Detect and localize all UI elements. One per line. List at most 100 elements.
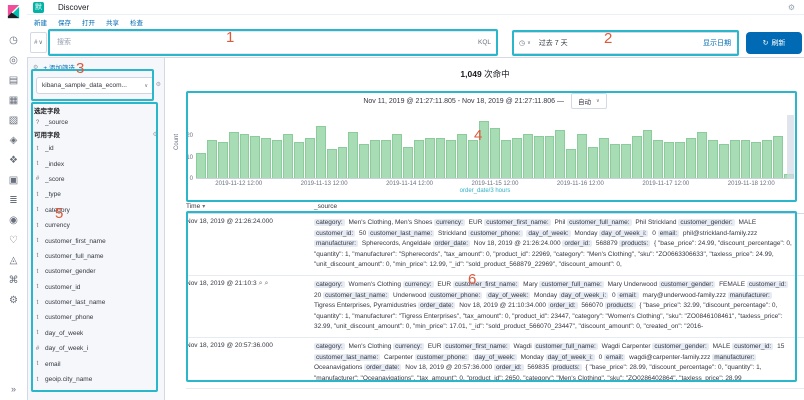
histogram-bar[interactable] — [773, 136, 784, 178]
index-pattern-gear-icon[interactable]: ⚙ — [155, 82, 161, 88]
field-item-_id[interactable]: t _id — [34, 141, 160, 156]
histogram-bar[interactable] — [577, 133, 588, 178]
clock-icon[interactable]: ◷ — [519, 40, 526, 47]
histogram-bar[interactable] — [326, 148, 337, 178]
add-filter-link[interactable]: + 添加筛选 — [43, 65, 75, 72]
histogram-bar[interactable] — [217, 142, 228, 178]
histogram-bar[interactable] — [446, 140, 457, 178]
logs-icon[interactable]: ≣ — [9, 195, 18, 206]
histogram-bar[interactable] — [620, 144, 631, 178]
menu-item-share[interactable]: 共享 — [106, 19, 119, 27]
field-item-customer_id[interactable]: t customer_id — [34, 280, 160, 295]
histogram-bar[interactable] — [457, 133, 468, 178]
menu-item-open[interactable]: 打开 — [82, 19, 95, 27]
index-pattern-select[interactable]: kibana_sample_data_ecom... ∨ — [36, 77, 154, 94]
machine-learning-icon[interactable]: ❖ — [9, 155, 18, 166]
menu-item-new[interactable]: 新建 — [34, 19, 47, 27]
field-item-customer_first_name[interactable]: t customer_first_name — [34, 233, 160, 248]
show-dates-button[interactable]: 显示日期 — [703, 40, 731, 47]
field-item-_source[interactable]: ? _source — [34, 115, 160, 130]
time-column-header[interactable]: Time ▾ — [186, 203, 314, 210]
field-item-category[interactable]: t category — [34, 203, 160, 218]
histogram-bar[interactable] — [413, 140, 424, 178]
magnifier-icon[interactable]: ⌕ — [258, 279, 263, 287]
histogram-bar[interactable] — [740, 140, 751, 178]
field-item-customer_phone[interactable]: t customer_phone — [34, 310, 160, 325]
histogram-bar[interactable] — [511, 138, 522, 178]
histogram-bar[interactable] — [337, 146, 348, 178]
field-settings-gear-icon[interactable]: ⚙ — [152, 131, 158, 138]
header-settings-icon[interactable]: ⚙ — [787, 2, 795, 12]
field-item-customer_full_name[interactable]: t customer_full_name — [34, 249, 160, 264]
histogram-bar[interactable] — [675, 142, 686, 178]
histogram-bar[interactable] — [315, 125, 326, 178]
histogram-bar[interactable] — [250, 136, 261, 178]
collapse-nav-icon[interactable]: » — [10, 384, 16, 394]
apm-icon[interactable]: ◉ — [9, 215, 18, 226]
histogram-bar[interactable] — [522, 133, 533, 178]
histogram-bar[interactable] — [653, 140, 664, 178]
canvas-icon[interactable]: ▧ — [8, 115, 19, 126]
histogram-bar[interactable] — [762, 140, 773, 178]
histogram-bar[interactable] — [533, 136, 544, 178]
kibana-logo[interactable] — [6, 4, 21, 19]
management-icon[interactable]: ⚙ — [9, 295, 18, 306]
refresh-button[interactable]: ↻ 刷新 — [746, 32, 802, 54]
field-item-_index[interactable]: t _index — [34, 156, 160, 171]
histogram-bar[interactable] — [686, 138, 696, 178]
saved-query-menu-button[interactable]: # ∨ — [30, 32, 47, 53]
histogram-bar[interactable] — [631, 136, 642, 178]
histogram-bar[interactable] — [751, 142, 762, 178]
dashboard-icon[interactable]: ▦ — [8, 95, 19, 106]
histogram-bar[interactable] — [196, 152, 206, 178]
field-item-_score[interactable]: # _score — [34, 172, 160, 187]
histogram-bar[interactable] — [729, 140, 740, 178]
histogram-bar[interactable] — [261, 138, 272, 178]
recently-viewed-icon[interactable]: ◷ — [9, 35, 18, 46]
histogram-bar[interactable] — [370, 140, 381, 178]
histogram-bar[interactable] — [707, 140, 718, 178]
field-item-email[interactable]: t email — [34, 356, 160, 371]
histogram-bar[interactable] — [283, 133, 294, 178]
interval-select[interactable]: 自动 ∨ — [570, 93, 607, 109]
field-item-customer_last_name[interactable]: t customer_last_name — [34, 295, 160, 310]
histogram-bar[interactable] — [566, 148, 577, 178]
histogram-bar[interactable] — [359, 144, 370, 178]
histogram-bar[interactable] — [228, 131, 239, 178]
dev-tools-icon[interactable]: ⌘ — [8, 275, 19, 286]
histogram-bar[interactable] — [490, 127, 500, 178]
field-item-customer_gender[interactable]: t customer_gender — [34, 264, 160, 279]
field-item-day_of_week[interactable]: t day_of_week — [34, 326, 160, 341]
field-item-day_of_week_i[interactable]: # day_of_week_i — [34, 341, 160, 356]
histogram-bar[interactable] — [348, 131, 359, 178]
menu-item-inspect[interactable]: 检查 — [130, 19, 143, 27]
magnifier-icon[interactable]: ⌕ — [264, 279, 269, 287]
histogram-bar[interactable] — [239, 133, 250, 178]
search-input[interactable] — [49, 38, 478, 47]
field-item-_type[interactable]: t _type — [34, 187, 160, 202]
histogram-bar[interactable] — [402, 146, 413, 178]
filter-options-gear-icon[interactable]: ⚙ — [33, 64, 39, 71]
field-item-geoip.city_name[interactable]: t geoip.city_name — [34, 372, 160, 387]
histogram-bar[interactable] — [696, 131, 707, 178]
histogram-bar[interactable] — [598, 138, 609, 178]
histogram-bar[interactable] — [500, 140, 511, 178]
histogram-bar[interactable] — [544, 136, 555, 178]
histogram-bar[interactable] — [555, 129, 566, 178]
histogram-bar[interactable] — [642, 129, 653, 178]
maps-icon[interactable]: ◈ — [9, 135, 18, 146]
visualize-icon[interactable]: ▤ — [8, 75, 19, 86]
histogram-bar[interactable] — [468, 140, 479, 178]
table-row[interactable]: Nov 18, 2019 @ 21:26:24.000 category: Men… — [186, 214, 804, 276]
table-row[interactable]: Nov 18, 2019 @ 21:10:3 ⌕ ⌕ category: Women'… — [186, 276, 804, 338]
time-range-label[interactable]: 过去 7 天 — [538, 40, 568, 47]
histogram-bar[interactable] — [381, 140, 392, 178]
query-language-label[interactable]: KQL — [477, 39, 491, 46]
histogram-bar[interactable] — [294, 142, 304, 178]
space-avatar[interactable]: 默 — [33, 1, 44, 13]
histogram-bar[interactable] — [718, 144, 729, 178]
histogram-bar[interactable] — [206, 140, 217, 178]
time-picker[interactable]: ◷ ∨ 过去 7 天 显示日期 — [513, 32, 739, 54]
histogram-bar[interactable] — [664, 142, 675, 178]
uptime-icon[interactable]: ♡ — [9, 235, 18, 246]
